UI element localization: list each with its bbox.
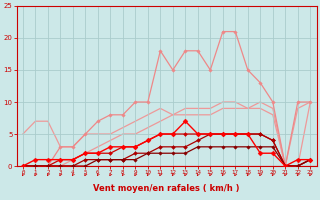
X-axis label: Vent moyen/en rafales ( km/h ): Vent moyen/en rafales ( km/h ) xyxy=(93,184,240,193)
